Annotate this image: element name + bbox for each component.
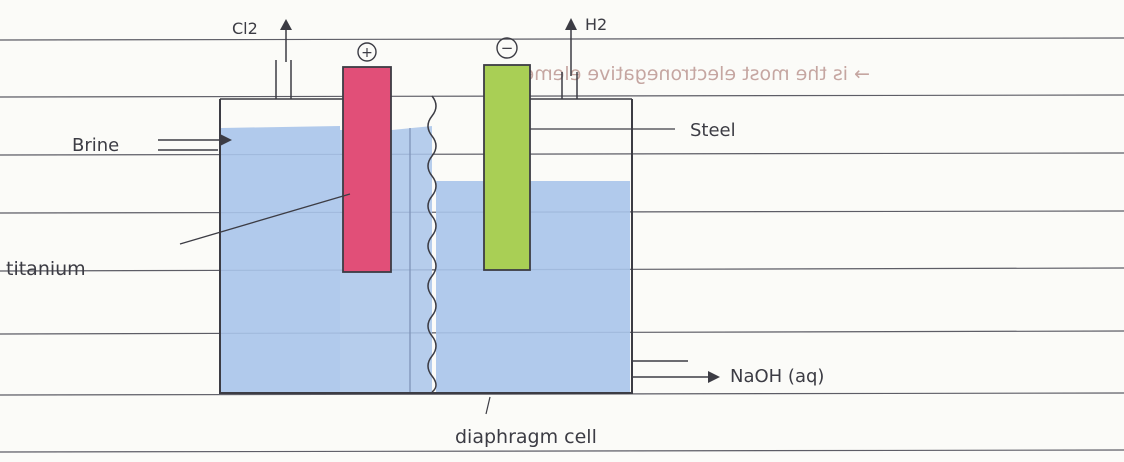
titanium-anode [342,66,392,273]
margin-note: → is the most electronegative element [503,63,870,85]
h2-arrow-icon [565,18,577,30]
h2-label: H2 [585,15,607,34]
cl2-label: Cl2 [232,19,258,38]
diagram-caption: diaphragm cell [455,426,597,448]
titanium-label: titanium [6,258,86,280]
ruled-line [0,449,1124,453]
caption-leader [485,396,491,415]
ruled-line [0,37,1124,41]
naoh-arrow-icon [708,371,720,383]
brine-left-compartment [221,126,340,392]
cl2-arrow-icon [280,19,292,30]
steel-cathode [483,64,531,271]
naoh-label: NaOH (aq) [730,366,824,387]
brine-arrow-icon [220,134,232,146]
anode-sign-circle [357,42,377,62]
brine-right-compartment [392,126,432,392]
brine-label: Brine [72,135,119,156]
cathode-sign-circle [496,37,518,59]
titanium-leader [179,193,351,245]
steel-label: Steel [690,120,736,141]
cell-tank [219,99,633,394]
diaphragm [427,95,437,393]
ruled-line [0,152,1124,156]
anode-sign: + [361,45,373,61]
catholyte [436,181,630,392]
cathode-sign: − [501,39,514,57]
